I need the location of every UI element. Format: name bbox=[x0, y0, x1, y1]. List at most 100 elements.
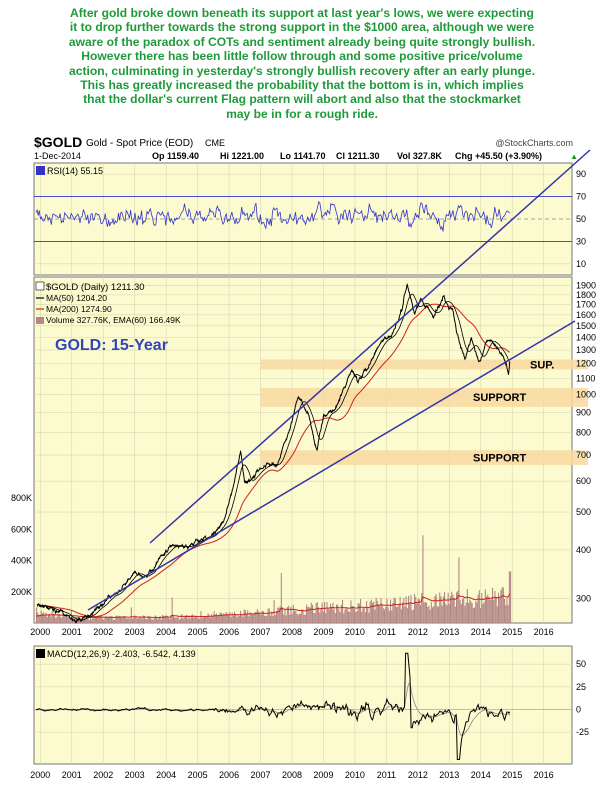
volume-bar bbox=[181, 614, 183, 623]
volume-bar bbox=[96, 616, 98, 623]
macd-legend: MACD(12,26,9) -2.403, -6.542, 4.139 bbox=[47, 649, 196, 659]
volume-bar bbox=[64, 617, 66, 623]
volume-bar bbox=[481, 593, 483, 623]
volume-bar bbox=[46, 617, 48, 623]
volume-bar bbox=[211, 614, 213, 623]
volume-bar bbox=[138, 618, 140, 623]
volume-bar bbox=[90, 618, 92, 623]
volume-bar bbox=[94, 616, 96, 623]
volume-bar bbox=[472, 608, 474, 623]
volume-legend-label: Volume 327.76K, EMA(60) 166.49K bbox=[46, 315, 181, 325]
volume-bar bbox=[151, 619, 153, 623]
volume-bar bbox=[212, 616, 214, 623]
volume-bar bbox=[369, 601, 371, 623]
volume-bar bbox=[295, 610, 297, 623]
volume-bar bbox=[418, 599, 420, 623]
volume-bar bbox=[430, 601, 432, 623]
volume-bar bbox=[43, 612, 45, 623]
volume-bar bbox=[333, 609, 335, 623]
volume-bar bbox=[248, 616, 250, 623]
commentary-line: action, culminating in yesterday's stron… bbox=[69, 63, 535, 78]
volume-bar bbox=[391, 610, 393, 623]
volume-bar bbox=[319, 612, 321, 623]
rsi-legend-swatch bbox=[36, 166, 45, 175]
volume-tick-label: 800K bbox=[11, 493, 32, 503]
price-tick-label: 800 bbox=[576, 427, 591, 437]
volume-bar bbox=[426, 602, 428, 623]
volume-bar bbox=[300, 614, 302, 623]
volume-bar bbox=[141, 618, 143, 623]
year-tick-label: 2010 bbox=[345, 770, 365, 780]
volume-bar bbox=[420, 605, 422, 623]
commentary-line: This has greatly increased the probabili… bbox=[80, 78, 524, 93]
volume-bar bbox=[70, 610, 72, 623]
volume-bar bbox=[398, 604, 400, 623]
volume-bar bbox=[304, 614, 306, 623]
volume-bar bbox=[315, 603, 317, 623]
volume-bar bbox=[52, 613, 54, 623]
rsi-tick-label: 10 bbox=[576, 259, 586, 269]
volume-bar bbox=[136, 618, 138, 623]
volume-bar bbox=[382, 608, 384, 623]
volume-bar bbox=[272, 615, 274, 623]
volume-bar bbox=[186, 614, 188, 623]
volume-bar bbox=[350, 600, 352, 623]
volume-bar bbox=[463, 597, 465, 623]
volume-bar bbox=[441, 605, 443, 623]
volume-legend-swatch bbox=[36, 317, 44, 324]
volume-bar bbox=[482, 603, 484, 623]
change-up-arrow: ▲ bbox=[570, 152, 578, 161]
volume-bar bbox=[345, 607, 347, 623]
volume-bar bbox=[219, 612, 221, 623]
macd-grid bbox=[34, 646, 572, 764]
volume-bar bbox=[280, 573, 282, 623]
volume-bar bbox=[504, 598, 506, 623]
volume-bar bbox=[258, 611, 260, 623]
year-tick-label: 2014 bbox=[471, 627, 491, 637]
volume-bar bbox=[231, 612, 233, 623]
volume-bar bbox=[249, 611, 251, 623]
volume-bar bbox=[63, 615, 65, 623]
volume-tick-label: 200K bbox=[11, 587, 32, 597]
volume-bar bbox=[254, 611, 256, 623]
volume-bar bbox=[411, 610, 413, 623]
volume-bar bbox=[189, 618, 191, 623]
volume-bar bbox=[487, 594, 489, 623]
volume-bar bbox=[400, 609, 402, 623]
volume-bar bbox=[321, 602, 323, 623]
volume-bar bbox=[75, 617, 77, 623]
volume-bar bbox=[286, 607, 288, 623]
volume-bar bbox=[328, 609, 330, 623]
sup-label: SUP. bbox=[530, 359, 554, 371]
volume-bar bbox=[102, 618, 104, 623]
volume-bar bbox=[507, 605, 509, 623]
volume-bar bbox=[394, 598, 396, 623]
volume-bar bbox=[318, 607, 320, 623]
volume-bar bbox=[240, 610, 242, 623]
volume-bar bbox=[238, 616, 240, 623]
volume-bar bbox=[470, 601, 472, 623]
volume-bar bbox=[352, 606, 354, 623]
volume-bar bbox=[199, 618, 201, 623]
volume-bar bbox=[127, 618, 129, 623]
volume-bars bbox=[36, 535, 512, 623]
volume-bar bbox=[118, 615, 120, 623]
volume-bar bbox=[445, 603, 447, 623]
volume-bar bbox=[378, 604, 380, 623]
volume-bar bbox=[285, 615, 287, 623]
price-grid bbox=[34, 277, 572, 623]
volume-bar bbox=[150, 616, 152, 623]
volume-bar bbox=[223, 613, 225, 623]
volume-bar bbox=[230, 617, 232, 623]
price-tick-label: 1400 bbox=[576, 332, 596, 342]
support-band bbox=[260, 450, 588, 466]
volume-bar bbox=[471, 603, 473, 623]
volume-bar bbox=[190, 615, 192, 623]
price-panel bbox=[33, 276, 573, 624]
volume-bar bbox=[103, 620, 105, 623]
macd-year-labels: 2000 2001 2002 2003 2004 2005 2006 2007 2008 2009… bbox=[30, 770, 553, 780]
volume-bar bbox=[368, 612, 370, 623]
volume-bar bbox=[468, 603, 470, 623]
volume-bar bbox=[338, 609, 340, 623]
year-tick-label: 2002 bbox=[93, 770, 113, 780]
